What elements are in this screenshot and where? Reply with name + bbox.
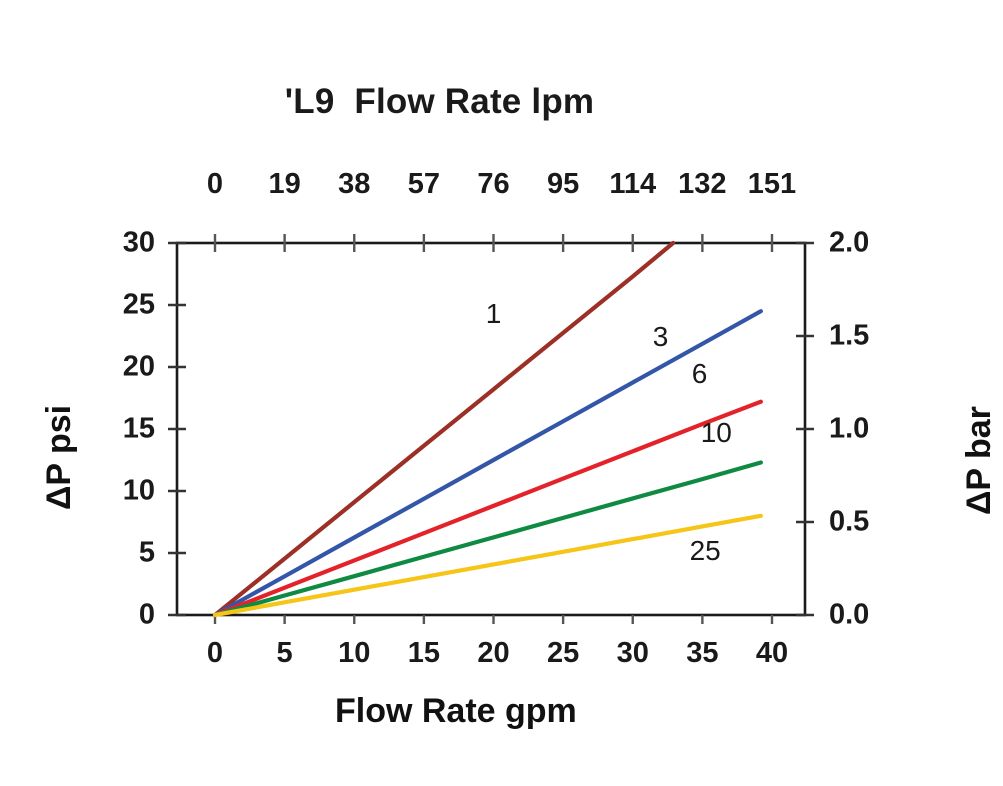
top-tick-label: 76: [477, 168, 510, 200]
left-tick-label: 25: [122, 288, 155, 321]
left-tick-label: 20: [122, 350, 155, 383]
top-tick-label: 0: [206, 168, 224, 200]
y-axis-title: ΔP psi: [40, 404, 78, 510]
bottom-tick-label: 30: [616, 637, 649, 669]
curve-label-25: 25: [689, 534, 721, 566]
left-tick-label: 15: [122, 412, 155, 445]
left-tick-label: 0: [138, 598, 155, 631]
x-axis-title: Flow Rate gpm: [335, 692, 577, 730]
top-tick-label: 114: [609, 168, 657, 200]
bottom-tick-label: 15: [407, 637, 441, 669]
bottom-tick-label: 5: [276, 637, 293, 669]
right-tick-label: 1.0: [829, 412, 870, 445]
y2-axis-title: ΔP bar: [960, 406, 998, 515]
axis-ticks: [168, 234, 814, 624]
right-tick-label: 2.0: [829, 226, 870, 259]
curve-6: [212, 399, 763, 618]
bottom-tick-label: 40: [755, 637, 789, 669]
left-tick-label: 10: [122, 474, 155, 507]
bottom-tick-label: 0: [206, 637, 224, 669]
curve-10: [212, 460, 763, 618]
bottom-tick-label: 10: [338, 637, 371, 669]
right-tick-label: 0.0: [829, 598, 870, 631]
top-tick-label: 151: [747, 168, 797, 200]
top-tick-label: 38: [338, 168, 371, 200]
left-tick-label: 30: [122, 226, 155, 259]
curve-label-10: 10: [700, 416, 732, 448]
bottom-tick-label: 35: [686, 637, 719, 669]
top-tick-label: 132: [678, 168, 727, 200]
curve-25: [212, 513, 763, 618]
right-tick-label: 1.5: [829, 319, 870, 352]
bottom-tick-label: 25: [546, 637, 580, 669]
curve-label-6: 6: [691, 358, 708, 390]
curve-label-1: 1: [485, 297, 502, 329]
right-tick-label: 0.5: [829, 505, 870, 538]
bottom-tick-label: 20: [477, 637, 510, 669]
curve-1: [212, 240, 676, 618]
left-tick-label: 5: [138, 536, 155, 569]
chart-title-text: 'L9 Flow Rate lpm: [284, 82, 595, 121]
top-tick-label: 95: [546, 168, 580, 200]
chart-title: 'L9 Flow Rate lpm: [0, 82, 1003, 122]
curve-3: [212, 309, 763, 618]
top-tick-label: 57: [407, 168, 441, 200]
curve-label-3: 3: [652, 321, 669, 353]
top-tick-label: 19: [268, 168, 301, 200]
data-curves: [212, 240, 763, 618]
